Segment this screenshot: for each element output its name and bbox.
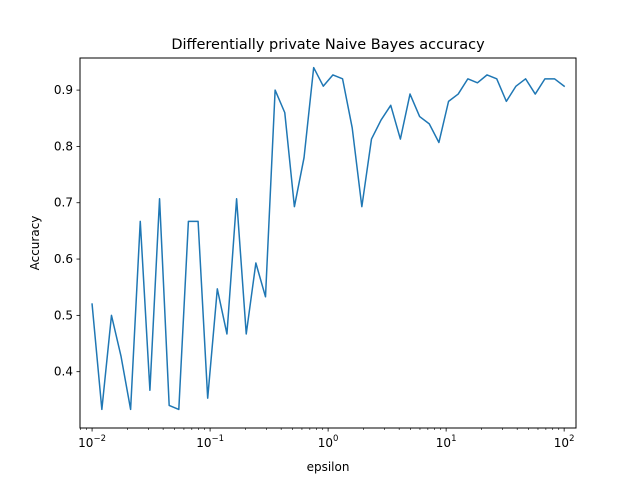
x-tick-label-base: 10 <box>318 436 333 450</box>
y-tick-label-3: 0.7 <box>54 196 73 210</box>
x-tick-label-exponent: 2 <box>569 434 574 444</box>
x-tick-label-base: 10 <box>436 436 451 450</box>
x-tick-label-base: 10 <box>196 436 211 450</box>
x-tick-label-exponent: 0 <box>333 434 338 444</box>
x-axis-label: epsilon <box>307 460 350 474</box>
y-tick-label-0: 0.4 <box>54 365 73 379</box>
x-tick-label-1: 10−1 <box>196 434 224 450</box>
x-tick-label-3: 101 <box>436 434 457 450</box>
axes-frame <box>79 57 577 429</box>
x-tick-label-exponent: −1 <box>211 434 224 444</box>
x-tick-label-2: 100 <box>318 434 339 450</box>
y-axis-label: Accuracy <box>28 216 42 271</box>
y-tick-label-2: 0.6 <box>54 252 73 266</box>
y-tick-label-4: 0.8 <box>54 139 73 153</box>
x-tick-label-base: 10 <box>78 436 93 450</box>
x-tick-label-exponent: 1 <box>451 434 456 444</box>
x-tick-label-exponent: −2 <box>93 434 106 444</box>
y-tick-label-5: 0.9 <box>54 83 73 97</box>
x-tick-label-4: 102 <box>554 434 575 450</box>
y-tick-label-1: 0.5 <box>54 308 73 322</box>
x-tick-label-0: 10−2 <box>78 434 106 450</box>
x-tick-label-base: 10 <box>554 436 569 450</box>
accuracy-line-series-0 <box>91 66 566 411</box>
chart-title: Differentially private Naive Bayes accur… <box>171 37 485 53</box>
